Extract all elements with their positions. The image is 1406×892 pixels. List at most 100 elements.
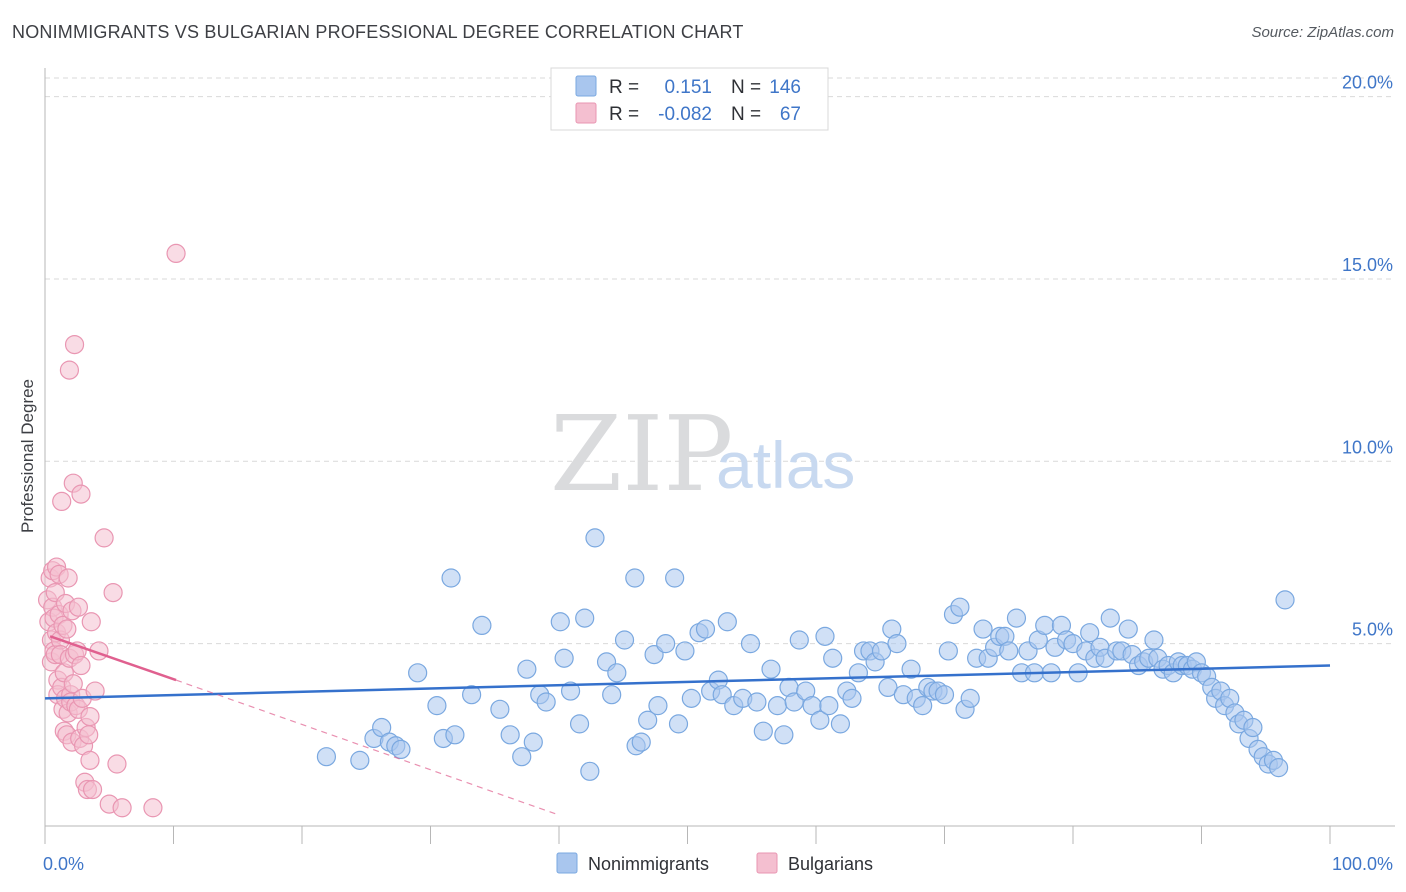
bulgarians-point xyxy=(57,619,77,639)
nonimmigrants-point xyxy=(878,677,898,698)
nonimmigrants-point xyxy=(717,612,737,632)
nonimmigrants-point xyxy=(580,761,600,781)
nonimmigrants-point xyxy=(753,721,773,741)
nonimmigrants-point xyxy=(695,619,716,639)
bottom-legend: Nonimmigrants Bulgarians xyxy=(556,852,873,874)
nonimmigrants-point xyxy=(1275,590,1295,610)
nonimmigrants-point xyxy=(512,747,532,767)
bulgarians-points xyxy=(37,243,186,818)
bulgarians-trend-extension xyxy=(175,679,560,816)
nonimmigrants-point xyxy=(668,714,689,734)
legend-n-value-1: 146 xyxy=(769,77,801,98)
bulgarians-point xyxy=(64,334,85,355)
nonimmigrants-point xyxy=(1035,615,1055,636)
nonimmigrants-point xyxy=(536,692,556,712)
nonimmigrants-point xyxy=(681,688,701,708)
nonimmigrants-point xyxy=(1243,717,1263,738)
watermark-atlas: atlas xyxy=(716,428,855,502)
bulgarians-point xyxy=(94,528,114,548)
nonimmigrants-point xyxy=(500,725,520,745)
nonimmigrants-point xyxy=(391,739,411,760)
legend-swatch-nonimmigrants xyxy=(575,75,597,97)
x-tick-label-min: 0.0% xyxy=(43,854,84,874)
nonimmigrants-point xyxy=(607,663,627,683)
nonimmigrants-point xyxy=(767,696,788,716)
nonimmigrants-point xyxy=(656,634,676,654)
bulgarians-point xyxy=(80,750,100,770)
nonimmigrants-point xyxy=(950,597,970,617)
nonimmigrants-point xyxy=(462,685,482,705)
nonimmigrants-point xyxy=(490,699,510,719)
grid-lines xyxy=(45,77,1395,645)
y-tick-label: 10.0% xyxy=(1342,437,1393,457)
nonimmigrants-point xyxy=(1268,758,1289,778)
nonimmigrants-point xyxy=(316,747,337,767)
y-tick-label: 15.0% xyxy=(1342,255,1393,275)
nonimmigrants-point xyxy=(631,732,651,752)
legend-r-label-1: R = xyxy=(609,77,639,98)
bottom-legend-swatch-nonimmigrants xyxy=(556,852,578,874)
nonimmigrants-point xyxy=(901,659,921,679)
nonimmigrants-point xyxy=(848,663,869,683)
bulgarians-point xyxy=(71,484,91,504)
nonimmigrants-point xyxy=(638,710,658,730)
nonimmigrants-point xyxy=(740,634,761,654)
nonimmigrants-point xyxy=(350,750,370,770)
bulgarians-point xyxy=(80,706,100,727)
legend-box: R = 0.151 N = 146 R = -0.082 N = 67 xyxy=(550,67,829,131)
nonimmigrants-point xyxy=(1100,608,1120,628)
axes xyxy=(44,68,1395,844)
legend-n-label-2: N = xyxy=(731,104,761,125)
nonimmigrants-point xyxy=(774,725,794,745)
nonimmigrants-point xyxy=(1144,630,1164,650)
nonimmigrants-point xyxy=(560,681,581,701)
nonimmigrants-point xyxy=(747,692,767,712)
x-tick-label-max: 100.0% xyxy=(1332,854,1393,874)
bulgarians-point xyxy=(58,568,78,588)
bulgarians-point xyxy=(63,674,83,694)
nonimmigrants-point xyxy=(569,714,590,734)
bulgarians-point xyxy=(112,798,132,818)
nonimmigrants-point xyxy=(815,626,835,646)
legend-n-value-2: 67 xyxy=(780,104,801,125)
bottom-legend-label-bulgarians: Bulgarians xyxy=(788,854,873,874)
nonimmigrants-point xyxy=(614,630,635,650)
nonimmigrants-point xyxy=(810,710,830,730)
legend-r-label-2: R = xyxy=(609,104,639,125)
legend-r-value-1: 0.151 xyxy=(664,77,712,98)
nonimmigrants-point xyxy=(934,685,955,705)
nonimmigrants-point xyxy=(842,688,862,708)
legend-n-label-1: N = xyxy=(731,77,761,98)
nonimmigrants-point xyxy=(1080,623,1100,643)
nonimmigrants-point xyxy=(871,641,892,661)
bulgarians-point xyxy=(107,754,127,774)
source-label: Source: ZipAtlas.com xyxy=(1251,24,1394,41)
bulgarians-point xyxy=(143,798,163,818)
nonimmigrants-point xyxy=(554,648,574,668)
nonimmigrants-point xyxy=(675,641,695,661)
nonimmigrants-point xyxy=(550,612,570,632)
bulgarians-point xyxy=(79,725,99,745)
bulgarians-point xyxy=(166,243,186,264)
nonimmigrants-point xyxy=(575,608,595,628)
bulgarians-point xyxy=(85,681,105,701)
bottom-legend-swatch-bulgarians xyxy=(756,852,778,874)
y-tick-label: 5.0% xyxy=(1352,620,1393,640)
watermark: ZIP atlas xyxy=(550,393,855,515)
nonimmigrants-point xyxy=(823,648,843,668)
nonimmigrants-point xyxy=(585,528,605,548)
bulgarians-point xyxy=(52,491,72,512)
y-axis-label: Professional Degree xyxy=(18,379,37,533)
nonimmigrants-point xyxy=(887,634,907,654)
nonimmigrants-points xyxy=(316,528,1295,781)
nonimmigrants-trend-line xyxy=(44,664,1331,700)
bulgarians-point xyxy=(68,597,89,617)
bottom-legend-label-nonimmigrants: Nonimmigrants xyxy=(588,854,709,874)
bulgarians-point xyxy=(103,582,123,603)
bulgarians-point xyxy=(71,655,91,676)
bulgarians-point xyxy=(82,779,103,800)
nonimmigrants-point xyxy=(445,725,465,745)
nonimmigrants-point xyxy=(973,619,993,639)
nonimmigrants-point xyxy=(789,630,809,650)
